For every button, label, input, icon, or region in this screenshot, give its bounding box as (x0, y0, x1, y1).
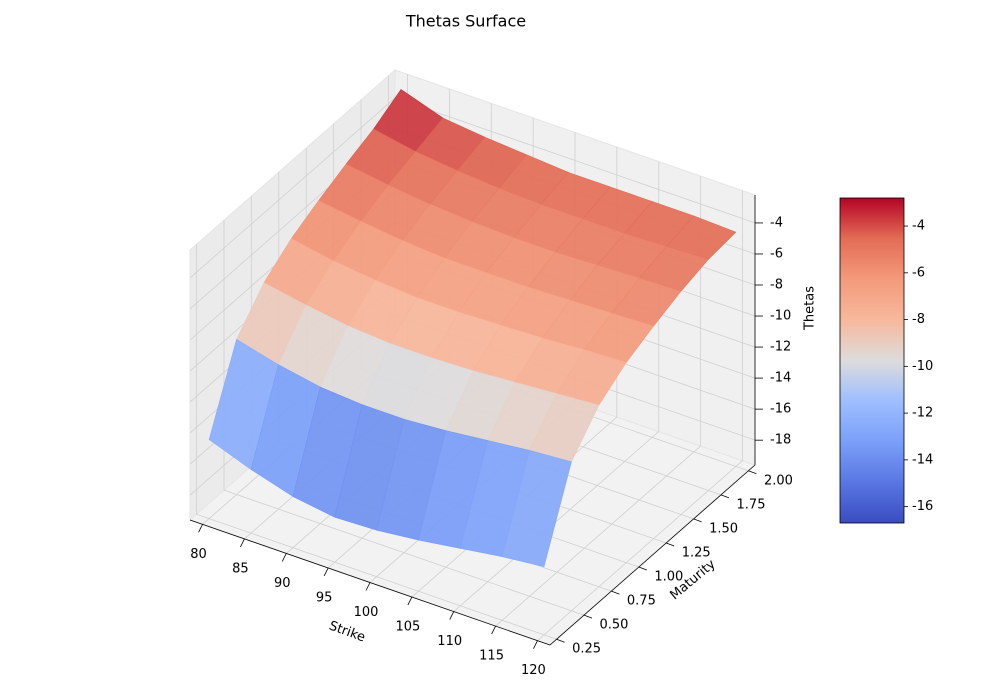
colorbar-tick-label: -10 (912, 359, 933, 374)
y-tick-label: 1.00 (654, 570, 683, 585)
z-axis-title: Thetas (803, 286, 818, 331)
x-tick-label: 80 (190, 547, 207, 562)
tick-mark (556, 638, 565, 643)
grid-line (189, 97, 396, 279)
tick-mark (720, 494, 730, 499)
z-tick-label: -14 (770, 371, 791, 386)
axis-line (189, 519, 551, 646)
grid-line (223, 489, 585, 616)
colorbar-tick-label: -12 (912, 406, 933, 421)
y-tick-label: 1.50 (709, 521, 738, 536)
tick-mark (323, 567, 329, 577)
chart-title: Thetas Surface (405, 12, 526, 31)
y-tick-label: 0.50 (600, 618, 629, 633)
x-axis-title: Strike (327, 619, 367, 646)
x-tick-label: 110 (437, 634, 462, 649)
y-tick-label: 0.25 (572, 642, 601, 657)
z-tick-label: -6 (770, 246, 783, 261)
x-tick-label: 90 (274, 576, 291, 591)
x-tick-label: 95 (316, 590, 333, 605)
z-tick-label: -10 (770, 309, 791, 324)
y-tick-label: 1.75 (737, 497, 766, 512)
x-tick-label: 85 (232, 561, 249, 576)
z-tick-label: -8 (770, 278, 783, 293)
tick-mark (365, 582, 371, 591)
z-tick-label: -4 (770, 215, 783, 230)
surface-patch (501, 450, 572, 567)
tick-mark (281, 553, 287, 562)
grid-line (196, 513, 557, 640)
tick-mark (198, 524, 203, 533)
x-tick-label: 100 (354, 605, 379, 620)
y-tick-label: 0.75 (627, 594, 656, 609)
z-tick-label: -12 (770, 340, 791, 355)
z-tick-label: -18 (770, 433, 791, 448)
y-tick-label: 2.00 (764, 473, 793, 488)
tick-mark (240, 538, 245, 548)
colorbar-tick-label: -4 (912, 219, 925, 234)
tick-mark (449, 611, 455, 620)
grid-line (394, 97, 756, 224)
tick-mark (583, 614, 593, 619)
tick-mark (611, 590, 620, 595)
colorbar-tick-label: -8 (912, 312, 925, 327)
colorbar (839, 197, 905, 524)
tick-mark (666, 542, 675, 547)
z-tick-label: -16 (770, 402, 791, 417)
colorbar-tick-label: -14 (912, 452, 933, 467)
x-tick-label: 115 (479, 649, 504, 664)
tick-mark (491, 625, 496, 635)
x-tick-label: 120 (521, 663, 546, 678)
tick-mark (638, 566, 647, 571)
tick-mark (693, 518, 702, 523)
y-tick-label: 1.25 (682, 545, 711, 560)
tick-mark (748, 470, 757, 475)
tick-mark (533, 640, 538, 649)
colorbar-tick-label: -6 (912, 265, 925, 280)
axis-line (549, 464, 756, 646)
tick-mark (407, 596, 413, 606)
colorbar-tick-label: -16 (912, 499, 933, 514)
x-tick-label: 105 (395, 620, 420, 635)
